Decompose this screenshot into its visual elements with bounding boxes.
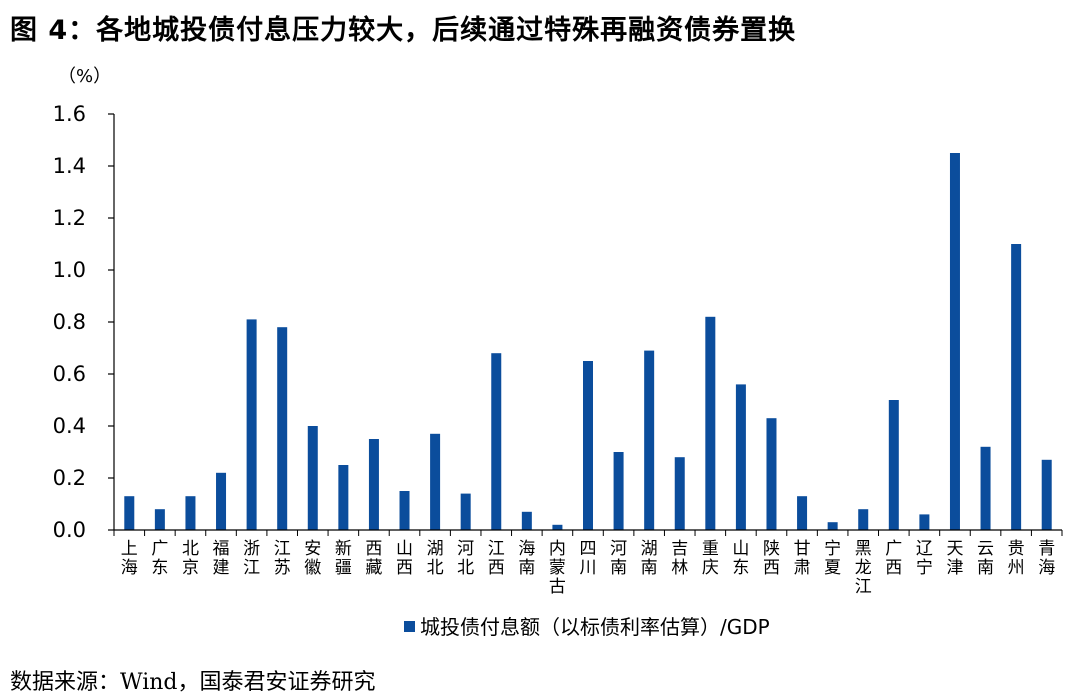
bar-chart: （%） 0.0 0.2 0.4 0.6 0.8 1.0 1.2 1.4 1.6 上海广东北京福建…: [53, 66, 1063, 639]
y-axis: 0.0 0.2 0.4 0.6 0.8 1.0 1.2 1.4 1.6: [53, 102, 115, 542]
bar-江苏: [277, 327, 288, 530]
bar-新疆: [338, 465, 349, 530]
x-tick-label: 陕西: [763, 539, 780, 578]
bar-四川: [583, 361, 593, 530]
bar-云南: [980, 446, 991, 530]
y-tick-label: 1.6: [53, 102, 86, 126]
bar-河北: [460, 493, 471, 530]
x-tick-label: 宁夏: [824, 539, 841, 578]
x-tick-label: 重庆: [702, 539, 719, 578]
bar-内蒙古: [552, 524, 563, 530]
bar-山东: [735, 384, 746, 530]
x-tick-label: 山西: [396, 539, 413, 578]
bar-贵州: [1011, 244, 1022, 530]
x-tick-label: 黑龙江: [855, 539, 872, 597]
x-tick-label: 广东: [151, 539, 168, 578]
x-tick-label: 内蒙古: [549, 539, 566, 597]
x-tick-label: 上海: [121, 539, 138, 578]
y-tick-label: 0.2: [53, 466, 86, 490]
bar-河南: [613, 452, 624, 530]
y-tick-label: 1.4: [53, 154, 86, 178]
y-tick-label: 1.2: [53, 206, 86, 230]
bar-吉林: [674, 457, 685, 530]
x-tick-label: 吉林: [671, 539, 688, 578]
bar-海南: [521, 511, 532, 530]
x-tick-label: 贵州: [1008, 539, 1025, 578]
x-tick-label: 安徽: [304, 539, 321, 578]
bar-江西: [491, 353, 502, 530]
bar-甘肃: [797, 496, 808, 530]
y-tick-label: 0.4: [53, 414, 86, 438]
bar-宁夏: [827, 522, 838, 530]
x-tick-label: 河北: [457, 539, 474, 578]
x-tick-label: 四川: [580, 539, 597, 578]
x-tick-label: 新疆: [335, 539, 352, 578]
x-tick-label: 河南: [610, 539, 627, 578]
x-tick-label: 湖北: [427, 539, 444, 578]
x-tick-label: 浙江: [243, 539, 260, 578]
x-tick-label: 江苏: [274, 539, 291, 578]
x-tick-label: 辽宁: [916, 539, 933, 578]
x-axis: 上海广东北京福建浙江江苏安徽新疆西藏山西湖北河北江西海南内蒙古四川河南湖南吉林重…: [113, 529, 1063, 597]
x-tick-label: 广西: [885, 539, 902, 578]
y-tick-label: 0.8: [53, 310, 86, 334]
bars: [124, 153, 1052, 530]
bar-天津: [949, 153, 960, 530]
legend-swatch: [404, 621, 415, 632]
x-tick-label: 甘肃: [794, 539, 811, 578]
x-tick-label: 福建: [213, 539, 230, 578]
bar-山西: [399, 491, 410, 530]
y-tick-label: 1.0: [53, 258, 86, 282]
bar-湖北: [430, 433, 441, 530]
x-tick-label: 湖南: [641, 539, 658, 578]
y-axis-unit-label: （%）: [58, 66, 111, 87]
bar-重庆: [705, 316, 716, 530]
y-tick-label: 0.6: [53, 362, 86, 386]
bar-青海: [1041, 459, 1052, 530]
x-tick-label: 西藏: [365, 539, 382, 578]
bar-西藏: [368, 439, 379, 530]
x-tick-label: 北京: [182, 539, 199, 578]
bar-黑龙江: [858, 509, 869, 530]
bar-浙江: [246, 319, 257, 530]
bar-湖南: [644, 350, 655, 530]
bar-广东: [154, 509, 165, 530]
bar-北京: [185, 496, 196, 530]
legend-label: 城投债付息额（以标债利率估算）/GDP: [420, 615, 770, 639]
x-tick-label: 青海: [1038, 539, 1055, 578]
x-tick-label: 江西: [488, 539, 505, 578]
x-tick-label: 山东: [732, 539, 749, 578]
y-tick-label: 0.0: [53, 518, 86, 542]
figure-title: 图 4：各地城投债付息压力较大，后续通过特殊再融资债券置换: [10, 15, 797, 46]
bar-广西: [888, 400, 899, 530]
legend: 城投债付息额（以标债利率估算）/GDP: [404, 615, 770, 639]
x-tick-label: 海南: [518, 539, 535, 578]
bar-陕西: [766, 418, 777, 530]
source-note: 数据来源：Wind，国泰君安证券研究: [10, 670, 376, 695]
bar-安徽: [307, 426, 318, 530]
bar-辽宁: [919, 514, 930, 530]
x-tick-label: 云南: [977, 539, 994, 578]
bar-上海: [124, 496, 135, 530]
bar-福建: [216, 472, 227, 530]
x-tick-label: 天津: [946, 539, 963, 578]
